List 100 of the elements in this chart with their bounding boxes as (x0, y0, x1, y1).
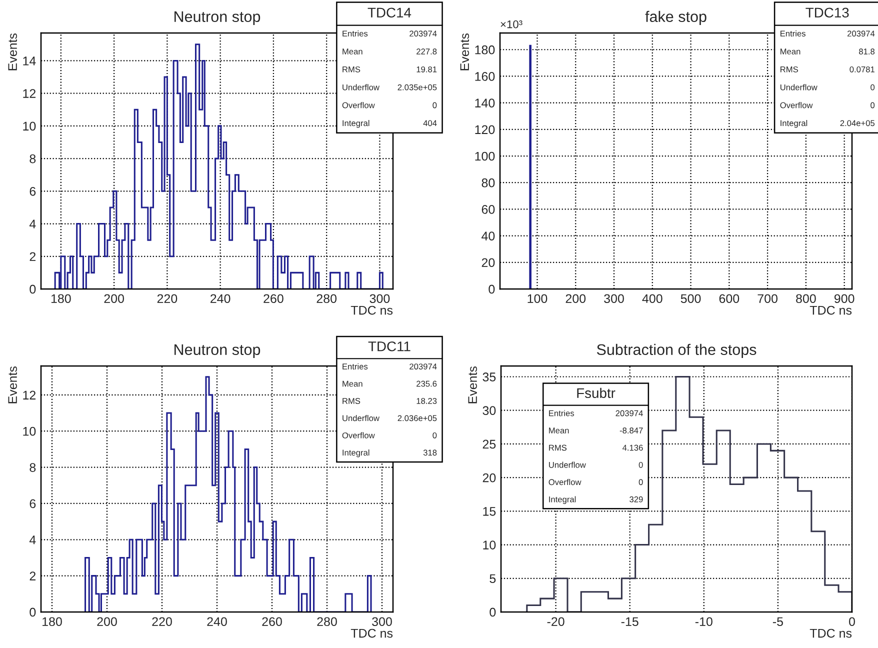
y-tick-label: 60 (482, 205, 495, 214)
annotation: -8.847 (620, 428, 643, 434)
text: TDC11 (368, 341, 410, 352)
y-axis-title: Events (8, 366, 17, 404)
text: 19.81 (416, 66, 437, 72)
y-tick-label: 30 (482, 406, 496, 416)
y-tick-label: 10 (23, 122, 36, 131)
y-tick-label: 2 (30, 252, 36, 261)
annotation: Entries (342, 30, 368, 37)
text: 404 (423, 120, 437, 126)
y-tick-label: 8 (30, 154, 36, 164)
y-tick-label: 14 (23, 56, 36, 66)
text: 203974 (410, 364, 437, 370)
annotation: Fsubtr (577, 388, 616, 398)
text: TDC14 (368, 8, 412, 18)
y-tick-label: 0 (488, 284, 495, 294)
annotation: Mean (342, 48, 362, 54)
x-tick-label: 300 (372, 617, 392, 626)
y-axis-title: Events (8, 33, 17, 70)
y-tick-label: 2 (30, 572, 36, 580)
annotation: Overflow (548, 478, 582, 486)
x-tick-label: 220 (157, 294, 178, 304)
annotation: Entries (342, 363, 368, 370)
y-tick-label: 80 (482, 178, 495, 188)
annotation: Integral (780, 120, 808, 128)
annotation: 203974 (847, 30, 875, 37)
annotation: Integral (342, 449, 370, 458)
text: 2.035e+05 (398, 84, 437, 90)
x-tick-label: 100 (528, 294, 548, 304)
x-tick-label: 280 (317, 617, 337, 626)
annotation: RMS (342, 66, 360, 72)
y-tick-label: 120 (475, 125, 495, 134)
x-tick-label: 260 (264, 294, 284, 304)
x-tick-label: 300 (370, 294, 390, 304)
x-axis-title: TDC ns (350, 306, 393, 315)
y-tick-label: 0 (30, 284, 36, 294)
x-tick-label: 280 (316, 294, 337, 304)
annotation: RMS (549, 444, 567, 451)
y-tick-label: 4 (29, 220, 36, 228)
y-tick-label: 12 (23, 390, 36, 400)
y-tick-label: 6 (30, 499, 36, 508)
chart-title: fake stop (645, 10, 706, 26)
x-axis-title: TDC ns (810, 306, 852, 315)
y-tick-label: 20 (482, 258, 495, 268)
chart-title: Neutron stop (174, 344, 260, 358)
annotation: Integral (549, 496, 576, 504)
x-tick-label: -20 (547, 617, 564, 626)
y-axis-title: Events (460, 33, 470, 70)
text: 0 (870, 102, 875, 108)
text: 0 (432, 432, 437, 438)
text: 0 (870, 84, 875, 90)
x-tick-label: 260 (262, 617, 282, 626)
y-tick-label: 10 (483, 540, 496, 550)
annotation: 329 (630, 496, 643, 502)
y-tick-label: 20 (482, 473, 496, 482)
y-tick-label: 25 (482, 440, 496, 449)
x-tick-label: 400 (642, 294, 662, 304)
y-tick-label: 40 (482, 232, 495, 240)
chart-title: Subtraction of the stops (596, 344, 756, 358)
y-tick-label: 140 (475, 98, 495, 108)
annotation: 2.04e+05 (840, 120, 875, 126)
annotation: 0 (638, 479, 643, 486)
annotation: Underflow (549, 462, 586, 468)
x-tick-label: 240 (210, 294, 230, 304)
annotation: 203974 (616, 410, 643, 416)
annotation: Underflow (342, 415, 380, 422)
x-tick-label: 180 (51, 294, 71, 304)
annotation: Overflow (780, 102, 813, 108)
y-tick-label: 15 (483, 507, 496, 516)
x-tick-label: 200 (104, 294, 124, 304)
y-tick-label: 12 (23, 89, 36, 98)
x-tick-label: 300 (604, 294, 624, 304)
y-tick-label: 35 (482, 372, 496, 382)
annotation: Mean (549, 428, 569, 434)
text: 81.8 (859, 48, 875, 54)
x-tick-label: 0 (849, 617, 855, 626)
x-tick-label: -5 (772, 617, 783, 626)
x-tick-label: 800 (796, 294, 816, 304)
y-tick-label: 10 (23, 426, 36, 436)
text: 0 (432, 102, 437, 108)
y-tick-label: 180 (475, 45, 495, 54)
x-axis-title: TDC ns (350, 628, 393, 638)
y-tick-label: 5 (490, 574, 496, 584)
text: ×10³ (500, 20, 522, 28)
annotation: RMS (780, 66, 798, 72)
text: TDC13 (806, 8, 849, 18)
annotation: Overflow (342, 102, 375, 108)
annotation: 0.0781 (850, 66, 874, 72)
x-tick-label: 240 (207, 617, 227, 626)
x-tick-label: 600 (719, 294, 740, 304)
annotation: Entries (549, 410, 574, 416)
x-tick-label: 220 (152, 617, 172, 626)
x-tick-label: 200 (97, 617, 117, 626)
annotation: 0 (638, 462, 643, 468)
annotation: Entries (780, 30, 806, 37)
y-tick-label: 160 (475, 72, 495, 81)
y-tick-label: 4 (29, 536, 36, 544)
text: 227.8 (416, 48, 437, 54)
y-tick-label: 8 (30, 463, 36, 472)
x-tick-label: 700 (758, 294, 778, 304)
